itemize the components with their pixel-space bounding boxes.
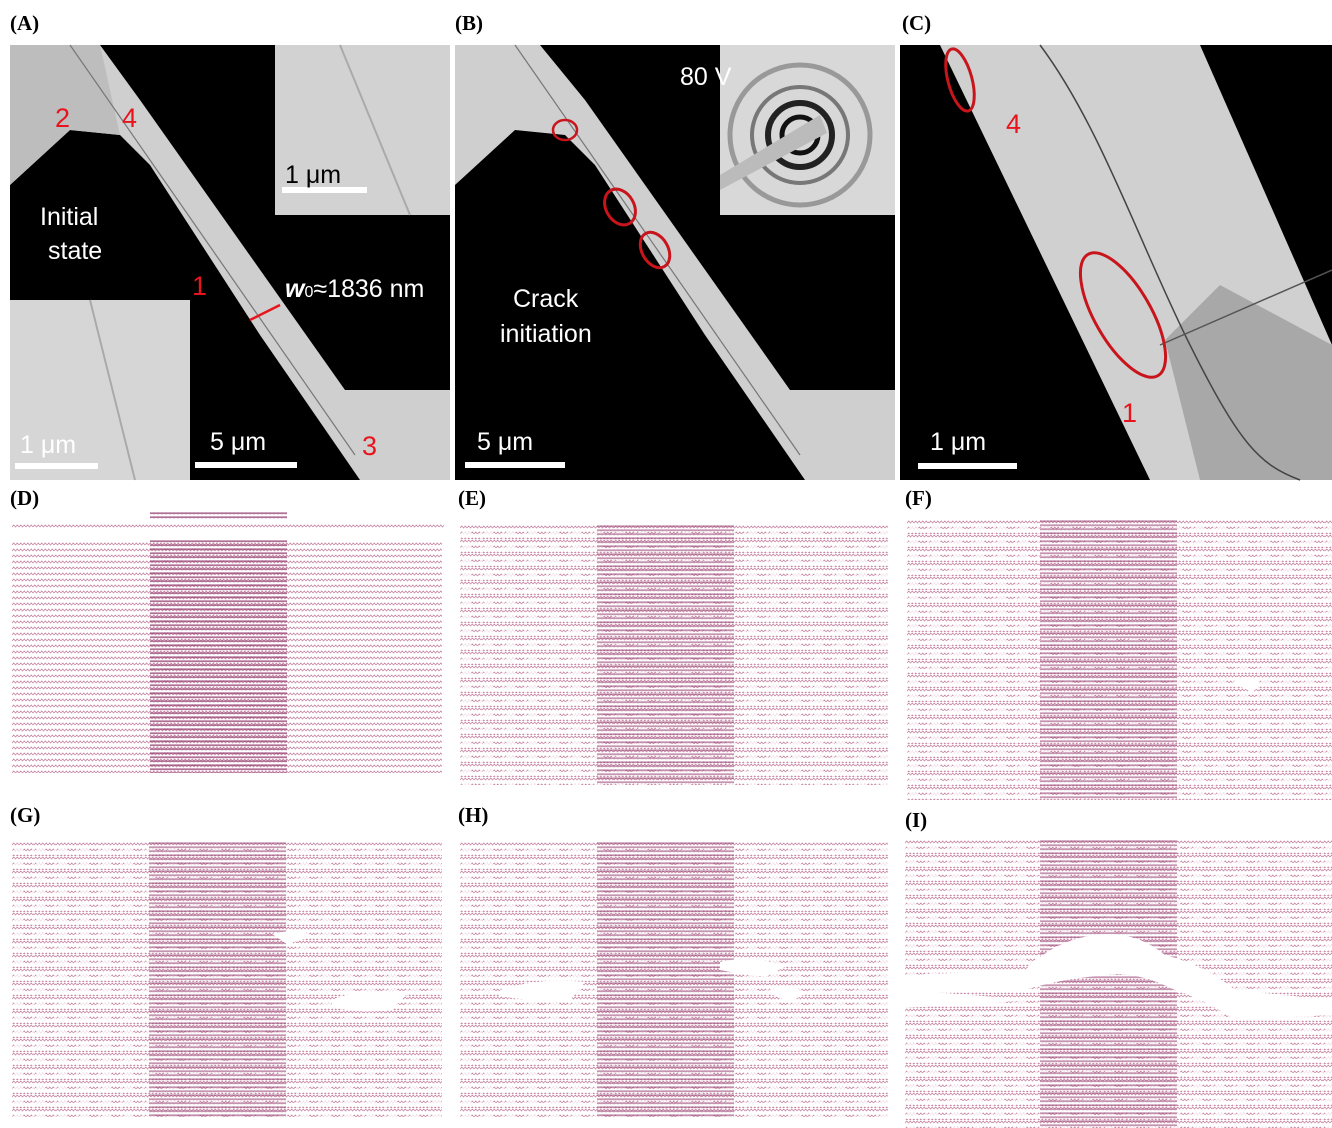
- panel-label: (F): [905, 486, 932, 510]
- simulation-g: [12, 842, 442, 1117]
- width-value: ≈1836 nm: [313, 275, 424, 303]
- scale-label: 5 μm: [477, 428, 533, 456]
- panel-label: (B): [455, 11, 483, 35]
- scale-label: 1 μm: [285, 161, 341, 189]
- simulation-i: [905, 840, 1332, 1128]
- micrograph-a: 2 4 1 3 Initial state w0≈1836 nm 1 μm 1 …: [10, 45, 450, 480]
- region-marker: 1: [1122, 398, 1137, 428]
- state-label: Initial: [40, 203, 98, 231]
- simulation-f: [907, 520, 1332, 800]
- region-marker: 4: [122, 103, 137, 133]
- simulation-e: [460, 525, 888, 785]
- micrograph-c: 4 1 1 μm: [900, 45, 1332, 480]
- micrograph-b: 80 V Crack initiation 5 μm: [455, 45, 895, 480]
- panel-label: (C): [902, 11, 931, 35]
- panel-label: (D): [10, 486, 39, 510]
- scale-label: 1 μm: [20, 431, 76, 459]
- region-marker: 2: [55, 103, 70, 133]
- panel-label: (A): [10, 11, 39, 35]
- simulation-d: [12, 512, 444, 773]
- panel-label: (E): [458, 486, 486, 510]
- scale-label: 5 μm: [210, 428, 266, 456]
- figure: (A) (B) (C) (D) (E) (F) (G) (H) (I) 2 4 …: [0, 0, 1332, 1128]
- width-symbol: w: [285, 275, 306, 303]
- state-label: state: [48, 237, 102, 265]
- scale-label: 1 μm: [930, 428, 986, 456]
- simulation-h: [460, 842, 888, 1117]
- voltage-label: 80 V: [680, 63, 732, 91]
- state-label: initiation: [500, 320, 592, 348]
- panel-label: (H): [458, 803, 488, 827]
- panel-label: (G): [10, 803, 40, 827]
- width-subscript: 0: [304, 284, 313, 301]
- region-marker: 3: [362, 431, 377, 461]
- panel-label: (I): [905, 808, 927, 832]
- region-marker: 4: [1006, 109, 1021, 139]
- region-marker: 1: [192, 271, 207, 301]
- state-label: Crack: [513, 285, 579, 313]
